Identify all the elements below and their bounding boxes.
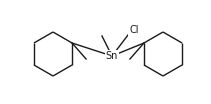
Text: Sn: Sn: [106, 51, 118, 61]
Text: Cl: Cl: [129, 25, 139, 35]
